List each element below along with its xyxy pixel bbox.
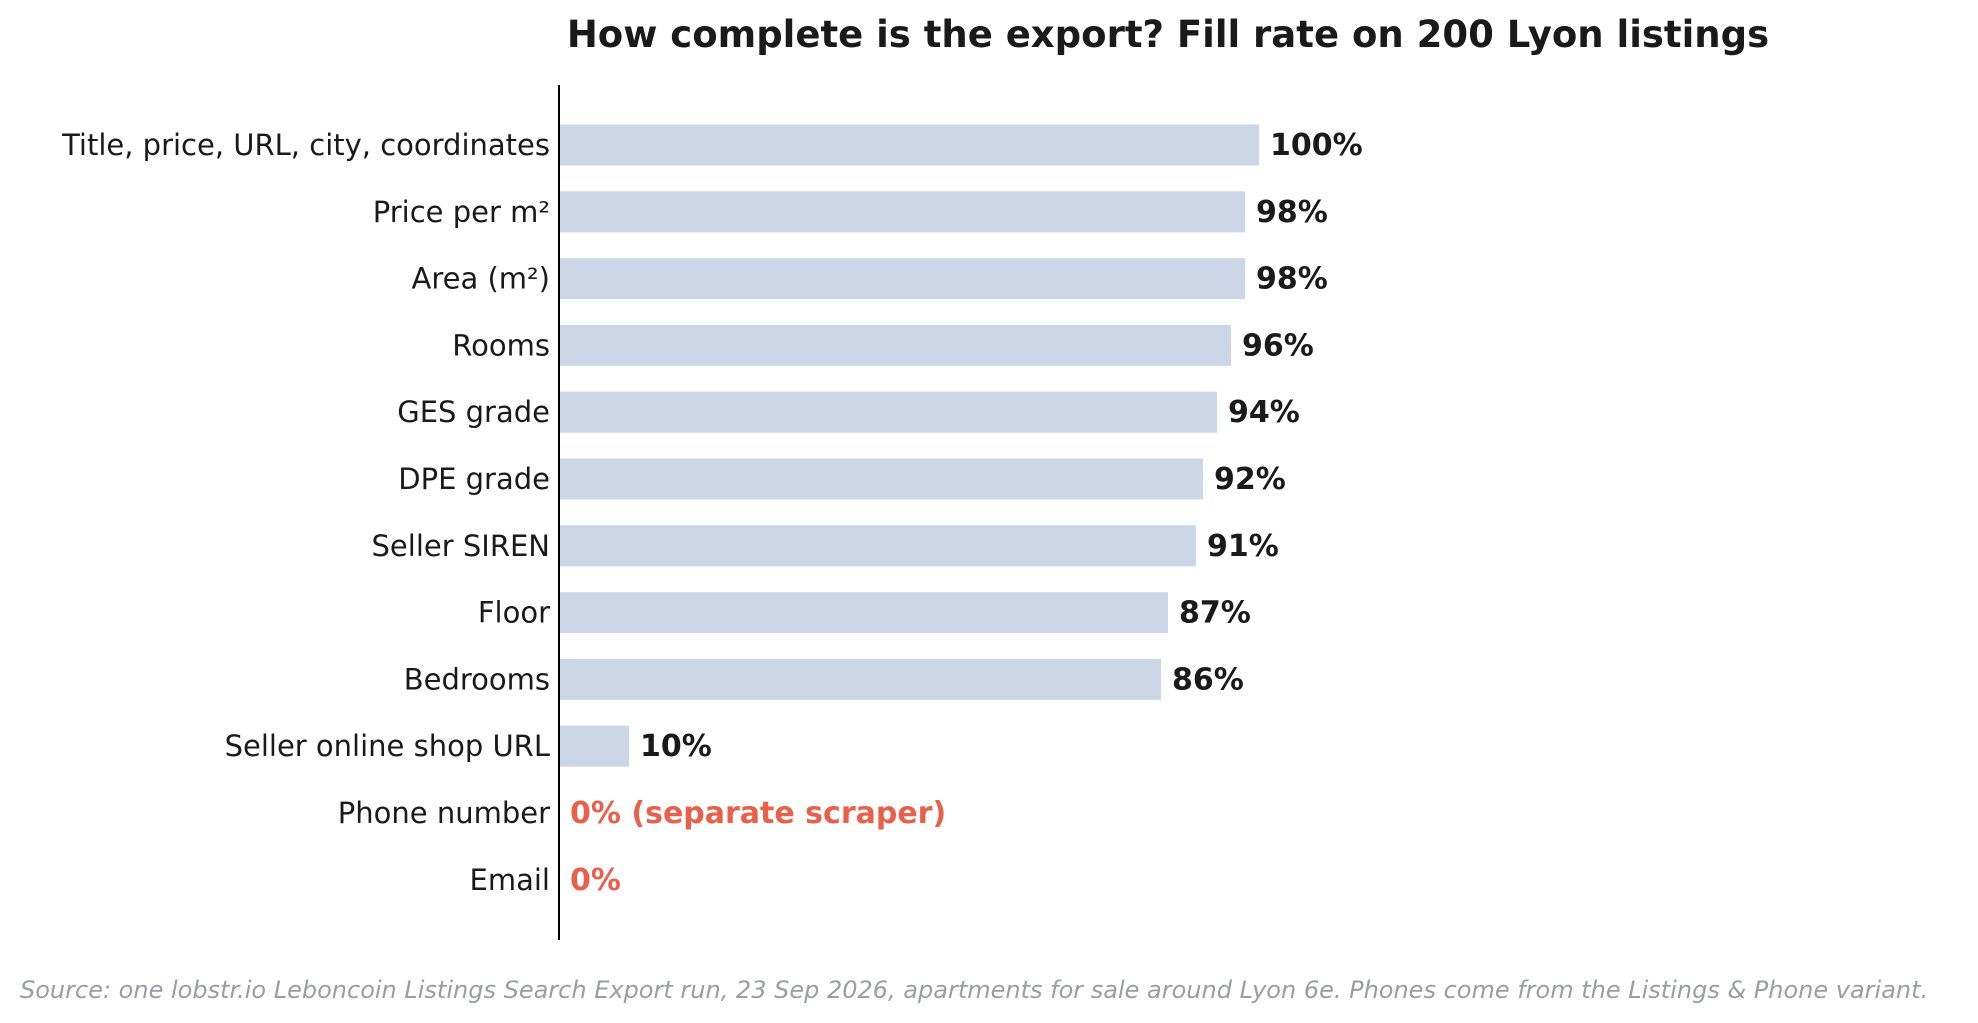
category-labels-group: Title, price, URL, city, coordinates Pric…: [61, 128, 550, 897]
value-label: 94%: [1228, 395, 1300, 430]
category-label: Floor: [478, 596, 550, 630]
bar-5: [559, 458, 1203, 500]
value-label: 10%: [640, 729, 712, 764]
value-label: 0%: [570, 863, 621, 898]
source-note: Source: one lobstr.io Leboncoin Listings…: [20, 976, 1928, 1004]
bars-group: [559, 124, 1259, 767]
category-label: Title, price, URL, city, coordinates: [61, 128, 550, 162]
category-label: Email: [470, 863, 550, 897]
bar-4: [559, 391, 1217, 433]
category-label: Seller SIREN: [372, 529, 550, 563]
category-label: Bedrooms: [404, 662, 550, 696]
value-label: 91%: [1207, 529, 1279, 564]
bar-9: [559, 725, 629, 767]
value-labels-group: 100% 98% 98% 96% 94% 92% 91% 87% 86% 10% 0% (separ…: [570, 128, 1363, 898]
value-label: 98%: [1256, 262, 1328, 297]
category-label: Seller online shop URL: [225, 729, 550, 763]
value-label: 92%: [1214, 462, 1286, 497]
chart-title: How complete is the export? Fill rate on…: [567, 13, 1769, 56]
value-label: 86%: [1172, 662, 1244, 697]
category-label: GES grade: [397, 395, 550, 429]
value-label: 96%: [1242, 328, 1314, 363]
bar-1: [559, 191, 1245, 233]
category-label: Phone number: [338, 796, 550, 830]
value-label: 0% (separate scraper): [570, 796, 946, 831]
category-label: Price per m²: [373, 195, 550, 229]
bar-6: [559, 525, 1196, 567]
category-label: Rooms: [452, 328, 550, 362]
category-label: Area (m²): [412, 262, 550, 296]
category-label: DPE grade: [398, 462, 550, 496]
bar-2: [559, 258, 1245, 300]
bar-8: [559, 658, 1161, 700]
value-label: 98%: [1256, 195, 1328, 230]
value-label: 87%: [1179, 596, 1251, 631]
bar-3: [559, 324, 1231, 366]
bar-0: [559, 124, 1259, 166]
bar-7: [559, 592, 1168, 634]
value-label: 100%: [1270, 128, 1363, 163]
